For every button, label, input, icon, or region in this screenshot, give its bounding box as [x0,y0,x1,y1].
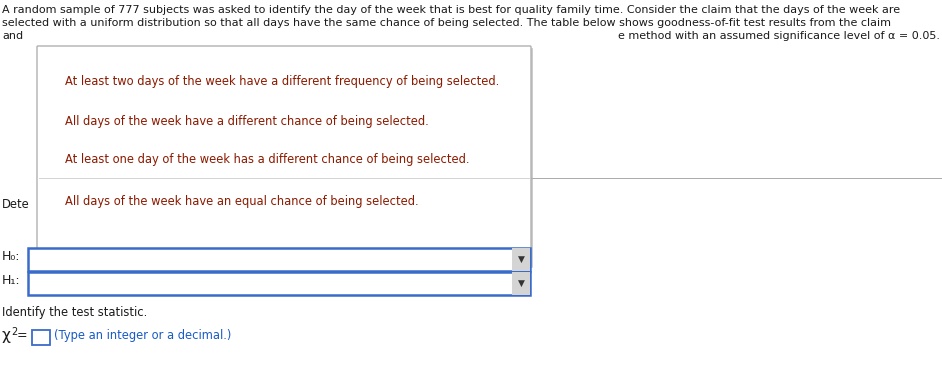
Text: selected with a uniform distribution so that all days have the same chance of be: selected with a uniform distribution so … [2,18,891,28]
Bar [512,272,530,295]
Text: χ: χ [2,328,11,343]
Text: At least one day of the week has a different chance of being selected.: At least one day of the week has a diffe… [65,153,469,166]
Text: H₁:: H₁: [2,274,21,287]
Text: All days of the week have an equal chance of being selected.: All days of the week have an equal chanc… [65,195,418,208]
Text: and: and [2,31,24,41]
Bar [32,330,50,345]
Text: At least two days of the week have a different frequency of being selected.: At least two days of the week have a dif… [65,75,499,88]
Text: H₀:: H₀: [2,250,21,263]
FancyBboxPatch shape [39,48,533,268]
Bar [512,248,530,271]
FancyBboxPatch shape [37,46,531,266]
Text: 2: 2 [11,327,17,337]
Text: A random sample of 777 subjects was asked to identify the day of the week that i: A random sample of 777 subjects was aske… [2,5,901,15]
Bar [28,248,530,271]
Text: Dete: Dete [2,198,30,211]
Text: ▼: ▼ [517,279,525,288]
Text: All days of the week have a different chance of being selected.: All days of the week have a different ch… [65,115,429,128]
Text: (Type an integer or a decimal.): (Type an integer or a decimal.) [54,329,232,342]
Text: Identify the test statistic.: Identify the test statistic. [2,306,147,319]
Bar [28,272,530,295]
Text: e method with an assumed significance level of α = 0.05.: e method with an assumed significance le… [618,31,940,41]
Text: ▼: ▼ [517,255,525,264]
Text: =: = [17,329,27,342]
